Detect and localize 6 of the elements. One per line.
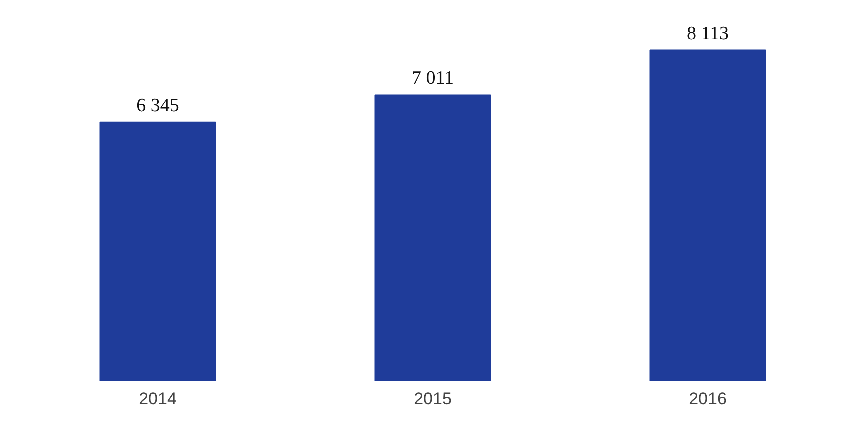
data-label: 8 113 <box>686 23 730 44</box>
x-tick-label: 2016 <box>689 390 727 408</box>
data-label: 6 345 <box>136 95 180 116</box>
x-tick-label: 2015 <box>414 390 452 408</box>
x-tick-label: 2014 <box>139 390 177 408</box>
data-label: 7 011 <box>412 68 454 90</box>
